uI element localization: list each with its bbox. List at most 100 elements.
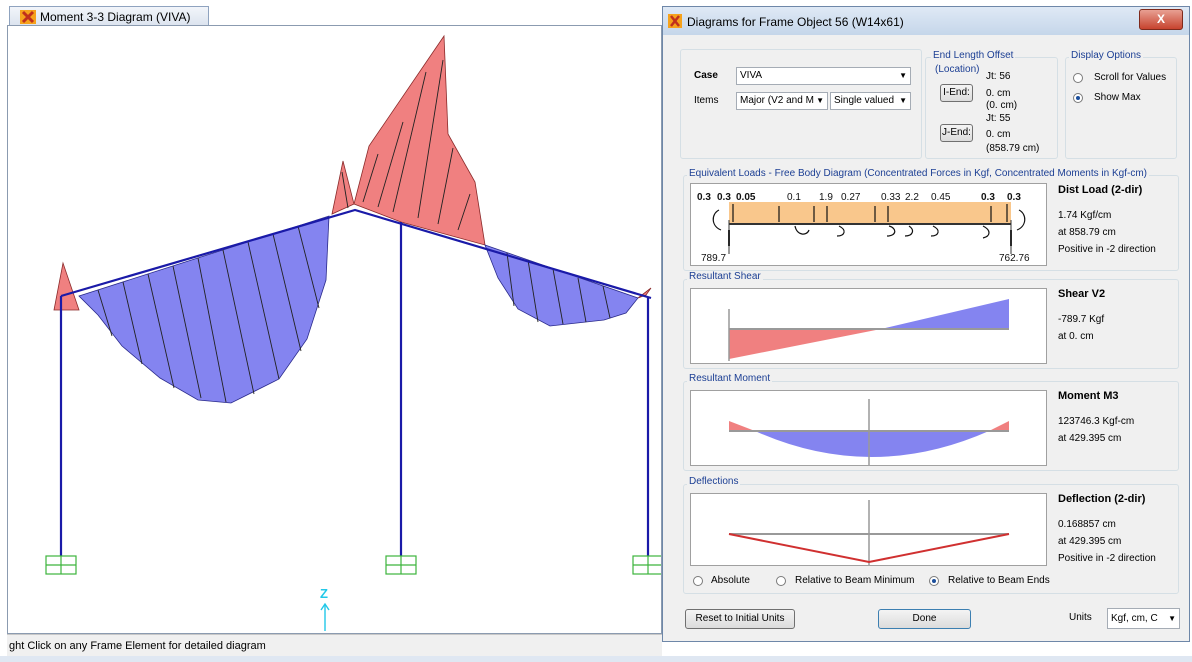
moment-diagram	[690, 390, 1047, 466]
reset-units-button[interactable]: Reset to Initial Units	[685, 609, 795, 629]
moment-title: Resultant Moment	[687, 373, 773, 384]
deflection-info-title: Deflection (2-dir)	[1058, 493, 1146, 505]
chevron-down-icon: ▼	[1168, 614, 1176, 623]
items-mode-select[interactable]: Single valued ▼	[830, 92, 911, 110]
display-options-title: Display Options	[1069, 50, 1144, 61]
relative-min-label: Relative to Beam Minimum	[795, 575, 915, 586]
moment-value: 123746.3 Kgf-cm	[1058, 416, 1135, 427]
items-select-value: Major (V2 and M	[740, 95, 814, 106]
deflection-location: at 429.395 cm	[1058, 536, 1122, 547]
moment-left-end	[729, 421, 755, 431]
absolute-label: Absolute	[711, 575, 750, 586]
i-end-button[interactable]: I-End:	[940, 84, 973, 102]
taskbar-strip	[0, 656, 1192, 662]
load-label: 0.45	[931, 192, 951, 203]
deflections-group	[683, 484, 1179, 594]
load-label: 0.3	[717, 192, 731, 203]
show-max-radio[interactable]	[1073, 93, 1083, 103]
shear-title: Resultant Shear	[687, 271, 763, 282]
chevron-down-icon: ▼	[899, 71, 907, 80]
z-axis-icon	[320, 602, 330, 631]
moment-location: at 429.395 cm	[1058, 433, 1122, 444]
free-body-svg: 0.3 0.3 0.05 0.1 1.9 0.27 0.33 2.2 0.45 …	[697, 192, 1030, 264]
load-label: 0.1	[787, 192, 801, 203]
end-offset-subtitle: (Location)	[933, 64, 982, 75]
case-group	[680, 49, 922, 159]
moment-right-end	[989, 421, 1009, 431]
load-label: 0.3	[1007, 192, 1021, 203]
shear-group	[683, 279, 1179, 369]
units-select[interactable]: Kgf, cm, C ▼	[1107, 608, 1180, 629]
i-end-location: (0. cm)	[986, 100, 1018, 111]
items-select[interactable]: Major (V2 and M ▼	[736, 92, 828, 110]
deflection-curve	[728, 533, 1010, 564]
units-label: Units	[1069, 612, 1092, 623]
dialog-title: Diagrams for Frame Object 56 (W14x61)	[687, 15, 904, 29]
right-reaction-value: 762.76	[999, 253, 1030, 264]
shear-diagram	[690, 288, 1047, 364]
deflection-value: 0.168857 cm	[1058, 519, 1116, 530]
support-right	[632, 555, 661, 575]
relative-ends-label: Relative to Beam Ends	[948, 575, 1050, 586]
i-end-joint: Jt: 56	[986, 71, 1011, 82]
right-beam-moment	[484, 244, 639, 327]
units-select-value: Kgf, cm, C	[1111, 613, 1158, 624]
moment-diagram-canvas[interactable]: Z	[7, 25, 662, 634]
end-offset-title: End Length Offset	[931, 50, 1016, 61]
moment-diagram-svg: Z	[45, 34, 661, 631]
shear-svg	[728, 299, 1009, 361]
j-end-location: (858.79 cm)	[986, 143, 1040, 154]
shear-info-title: Shear V2	[1058, 288, 1106, 300]
relative-min-radio[interactable]	[776, 576, 786, 586]
support-left	[45, 555, 77, 575]
relative-ends-radio[interactable]	[929, 576, 939, 586]
shear-positive-region	[881, 299, 1009, 329]
shear-negative-region	[729, 329, 881, 359]
supports	[45, 555, 661, 575]
free-body-diagram: 0.3 0.3 0.05 0.1 1.9 0.27 0.33 2.2 0.45 …	[690, 183, 1047, 266]
scroll-for-values-radio[interactable]	[1073, 73, 1083, 83]
i-end-offset: 0. cm	[986, 88, 1011, 99]
load-label: 0.05	[736, 192, 756, 203]
diagram-tab[interactable]: Moment 3-3 Diagram (VIVA)	[9, 6, 209, 26]
left-column-top-moment	[53, 261, 80, 311]
moment-info-title: Moment M3	[1058, 390, 1119, 402]
deflections-title: Deflections	[687, 476, 741, 487]
dist-load-direction: Positive in -2 direction	[1058, 244, 1156, 255]
deflection-svg	[728, 500, 1010, 565]
absolute-radio[interactable]	[693, 576, 703, 586]
load-label: 1.9	[819, 192, 833, 203]
moment-svg	[729, 399, 1009, 465]
chevron-down-icon: ▼	[899, 96, 907, 105]
status-text: ght Click on any Frame Element for detai…	[9, 640, 266, 652]
shear-location: at 0. cm	[1058, 331, 1094, 342]
diagram-tab-title: Moment 3-3 Diagram (VIVA)	[40, 10, 191, 24]
point-load-arrows	[712, 204, 1026, 246]
distributed-load-bar	[729, 202, 1011, 224]
case-select-value: VIVA	[740, 70, 763, 81]
support-middle	[385, 555, 417, 575]
moment-group	[683, 381, 1179, 471]
moment-hatching	[97, 59, 611, 403]
close-button[interactable]: X	[1139, 9, 1183, 30]
load-label: 2.2	[905, 192, 919, 203]
z-axis-label: Z	[320, 586, 328, 601]
scroll-for-values-label: Scroll for Values	[1094, 72, 1167, 83]
moment-sag-region	[755, 431, 989, 457]
app-logo-icon	[668, 14, 682, 28]
equivalent-loads-title: Equivalent Loads - Free Body Diagram (Co…	[687, 168, 1149, 179]
items-label: Items	[694, 95, 719, 106]
frame-diagram-dialog: Diagrams for Frame Object 56 (W14x61) X …	[662, 6, 1190, 642]
mid-left-peak-moment	[331, 160, 355, 215]
done-button[interactable]: Done	[878, 609, 971, 629]
dist-load-title: Dist Load (2-dir)	[1058, 184, 1143, 196]
case-label: Case	[694, 70, 718, 81]
case-select[interactable]: VIVA ▼	[736, 67, 911, 85]
j-end-joint: Jt: 55	[986, 113, 1011, 124]
show-max-label: Show Max	[1094, 92, 1141, 103]
load-label: 0.3	[697, 192, 711, 203]
items-mode-value: Single valued	[834, 95, 895, 106]
dialog-titlebar[interactable]: Diagrams for Frame Object 56 (W14x61) X	[663, 7, 1189, 35]
j-end-button[interactable]: J-End:	[940, 124, 973, 142]
shear-value: -789.7 Kgf	[1058, 314, 1105, 325]
